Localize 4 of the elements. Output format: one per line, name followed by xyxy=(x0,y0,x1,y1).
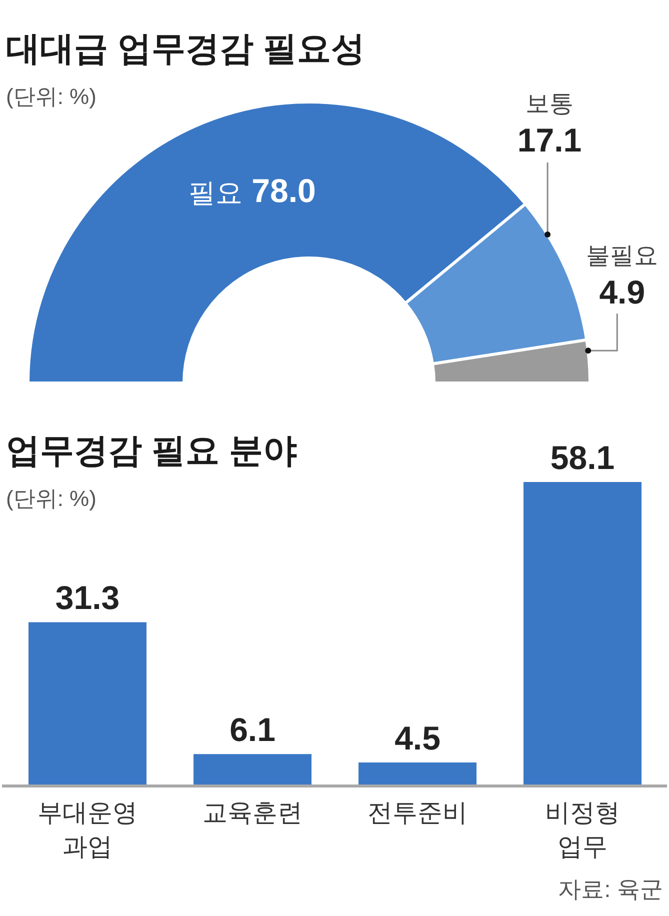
subtitle: (단위: %) xyxy=(6,486,96,511)
title: 업무경감 필요 분야 xyxy=(6,432,297,470)
subtitle: (단위: %) xyxy=(6,84,96,109)
title: 대대급 업무경감 필요성 xyxy=(6,30,365,68)
